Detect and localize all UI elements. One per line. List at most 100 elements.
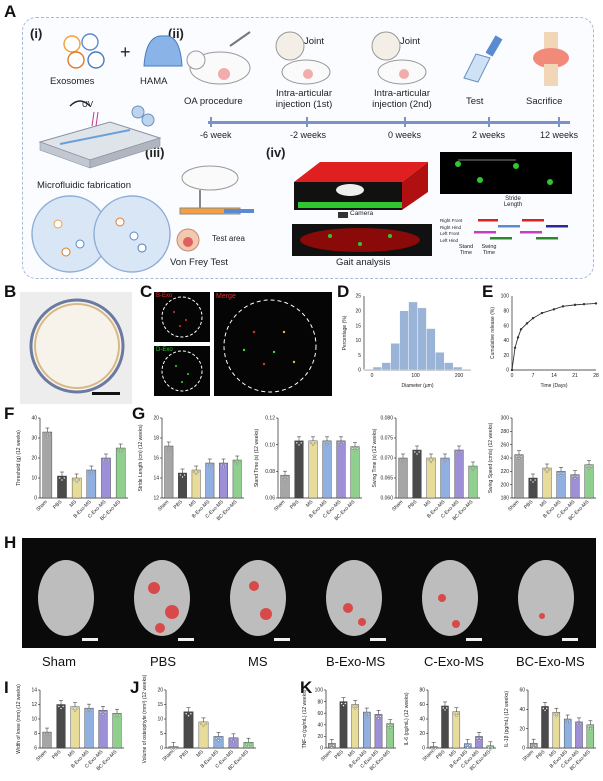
- data-point: [247, 745, 250, 748]
- data-point: [104, 460, 108, 464]
- y-tick-label: 220: [501, 469, 510, 475]
- data-point: [62, 705, 65, 708]
- x-tick-label: PBS: [334, 749, 346, 761]
- y-tick-label: 10: [355, 338, 361, 344]
- x-tick-label: MS: [539, 499, 549, 509]
- panel-letter-d: D: [337, 282, 350, 301]
- data-point: [167, 448, 170, 452]
- tick-2: [306, 117, 308, 127]
- bar-c-exo-ms: [454, 449, 464, 499]
- data-point: [172, 749, 175, 752]
- data-point: [71, 707, 74, 710]
- y-tick-label: 0.080: [380, 416, 393, 422]
- bar-c-exo-ms: [219, 462, 228, 499]
- x-tick-label: MS: [423, 499, 433, 509]
- y-axis-label: Cumulative release (%): [490, 307, 496, 359]
- bar-pbs: [56, 704, 66, 749]
- y-tick-label: 5: [160, 731, 163, 737]
- data-point: [342, 441, 345, 444]
- bar-bc-exo-ms: [112, 713, 122, 749]
- y-tick-label: 180: [501, 496, 510, 502]
- data-point: [589, 727, 592, 730]
- microct-knees: [38, 560, 578, 641]
- data-point: [90, 472, 93, 476]
- gait-analysis-label: Gait analysis: [336, 257, 391, 268]
- dexo-label: D-Exo: [156, 347, 173, 353]
- panel-letter-k: K: [300, 678, 313, 697]
- data-point: [48, 432, 51, 436]
- data-point: [442, 706, 445, 710]
- step-injection-2: Intra-articular injection (2nd): [372, 88, 432, 110]
- microspheres-illustration: [31, 195, 171, 273]
- rat-oa-illustration: [186, 31, 251, 85]
- data-point: [365, 714, 368, 718]
- y-tick-label: 0.10: [265, 442, 275, 448]
- y-tick-label: 40: [503, 338, 509, 344]
- y-tick-label: 40: [31, 416, 37, 422]
- bar-pbs: [183, 711, 194, 749]
- data-point: [119, 450, 122, 454]
- y-tick-label: 60: [519, 688, 525, 694]
- data-point: [208, 465, 211, 469]
- data-point: [562, 472, 565, 475]
- tick-3: [404, 117, 406, 127]
- step-test: Test: [466, 96, 484, 107]
- data-point: [330, 746, 333, 749]
- joint-label-1: Joint: [304, 36, 325, 47]
- data-point: [233, 460, 237, 464]
- data-point: [534, 744, 537, 747]
- x-tick-label: 200: [455, 373, 464, 379]
- joint-label-2: Joint: [400, 36, 421, 47]
- data-point: [555, 715, 558, 718]
- data-point: [200, 722, 203, 725]
- hama-label: HAMA: [140, 76, 168, 87]
- data-point: [457, 452, 461, 456]
- data-point: [92, 470, 95, 474]
- data-point: [107, 458, 110, 462]
- data-point: [445, 706, 448, 710]
- data-point: [468, 744, 471, 747]
- data-point: [87, 711, 91, 714]
- bar-sham: [42, 431, 53, 499]
- data-point: [367, 712, 370, 716]
- bar-bc-exo-ms: [386, 723, 394, 749]
- x-tick-label: 21: [572, 373, 578, 379]
- test-tube-illustration: [463, 35, 503, 83]
- data-point: [286, 476, 289, 479]
- bar-ms: [198, 721, 209, 749]
- histogram-bar: [372, 366, 383, 371]
- data-point: [165, 446, 168, 450]
- x-tick-label: MS: [347, 749, 357, 759]
- data-point: [576, 475, 579, 478]
- bar-bc-exo-ms: [243, 742, 254, 749]
- chart-e-release-curve: 0 20 40 60 80 100 0 7 14 21 28 Time (Days) Cumulativ…: [490, 294, 599, 389]
- y-tick-label: 10: [31, 476, 37, 482]
- bar-c-exo-ms: [98, 710, 108, 749]
- histogram-bar: [426, 328, 436, 371]
- data-point: [101, 713, 105, 716]
- data-point: [220, 463, 223, 467]
- data-point: [88, 470, 91, 474]
- bar-bc-exo-ms: [232, 459, 242, 499]
- data-point: [579, 722, 582, 725]
- y-tick-label: 8: [34, 731, 37, 737]
- data-point: [460, 450, 463, 454]
- data-point: [222, 465, 225, 469]
- data-point: [529, 478, 532, 482]
- data-point: [195, 472, 198, 476]
- gait-apparatus-illustration: [292, 162, 432, 256]
- data-point: [224, 463, 227, 467]
- panel-letter-g: G: [132, 404, 146, 423]
- x-tick-label: PBS: [407, 499, 419, 511]
- data-point: [564, 719, 567, 723]
- h-label-bexo: B-Exo-MS: [326, 654, 386, 669]
- data-point: [311, 443, 315, 446]
- bar-ms: [308, 440, 318, 499]
- panel-letter-j: J: [130, 678, 140, 697]
- data-point: [58, 476, 61, 480]
- joint-sacrifice-illustration: [533, 32, 569, 86]
